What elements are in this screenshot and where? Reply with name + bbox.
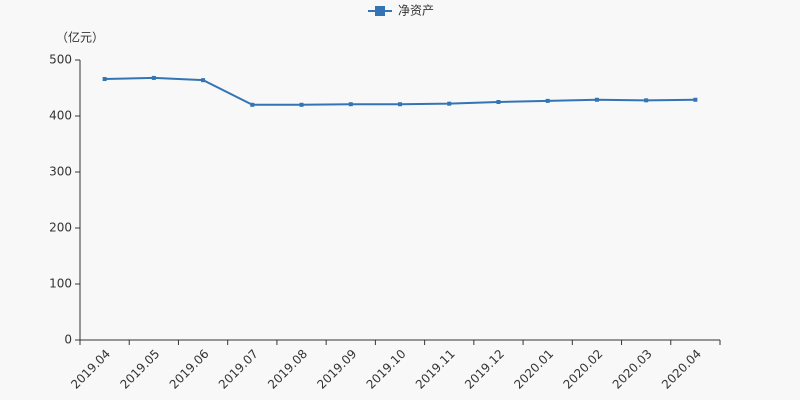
x-tick-label: 2019.12 (462, 347, 507, 392)
x-tick-label: 2019.05 (117, 347, 162, 392)
x-tick-label: 2019.08 (265, 347, 310, 392)
y-tick-label: 500 (49, 53, 72, 67)
x-tick-label: 2019.06 (167, 347, 212, 392)
x-tick-label: 2020.02 (561, 347, 606, 392)
x-tick-label: 2019.11 (413, 347, 458, 392)
x-tick-label: 2020.01 (511, 347, 556, 392)
point (201, 78, 206, 83)
point (250, 102, 255, 107)
point (398, 102, 402, 107)
x-tick-label: 2019.04 (68, 347, 113, 392)
x-tick-label: 2019.09 (314, 347, 359, 392)
y-tick-label: 300 (49, 165, 72, 179)
y-tick-label: 0 (64, 333, 72, 347)
point (594, 97, 599, 102)
point (496, 100, 501, 104)
legend-marker (375, 6, 385, 16)
point (644, 98, 649, 103)
y-tick-label: 100 (49, 277, 72, 291)
point (545, 98, 550, 103)
point (348, 102, 353, 107)
y-unit-label: （亿元） (56, 30, 104, 45)
x-tick-label: 2019.07 (216, 347, 261, 392)
point (447, 101, 452, 106)
x-tick-label: 2020.04 (659, 347, 704, 392)
point (693, 97, 698, 102)
y-tick-label: 200 (49, 221, 72, 235)
legend-label: 净资产 (398, 4, 434, 18)
x-tick-label: 2019.10 (364, 347, 409, 392)
x-tick-label: 2020.03 (610, 347, 655, 392)
point (299, 102, 304, 107)
point (102, 77, 107, 82)
line (104, 76, 696, 106)
y-tick-label: 400 (49, 109, 72, 123)
point (151, 75, 156, 80)
